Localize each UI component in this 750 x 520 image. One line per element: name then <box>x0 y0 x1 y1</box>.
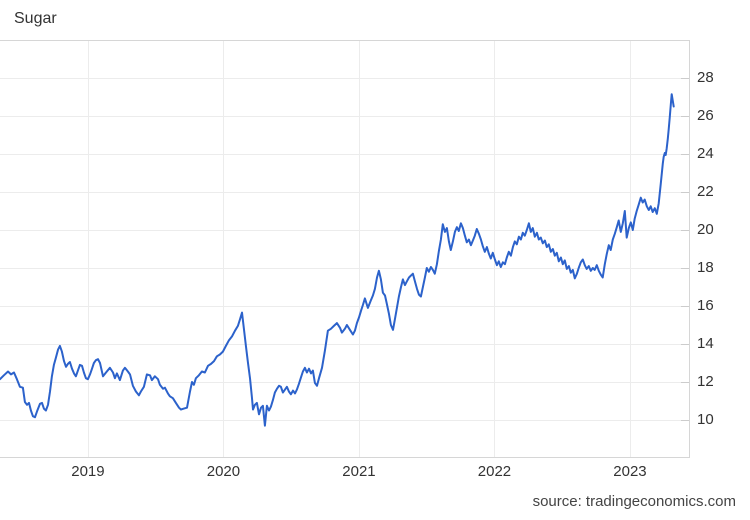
y-axis-label: 20 <box>697 221 714 238</box>
x-axis-label: 2023 <box>613 463 647 480</box>
plot-area <box>0 40 690 458</box>
x-axis-label: 2021 <box>342 463 376 480</box>
source-attribution: source: tradingeconomics.com <box>532 493 736 510</box>
y-axis-label: 18 <box>697 259 714 276</box>
y-axis-label: 14 <box>697 335 714 352</box>
y-axis-label: 12 <box>697 373 714 390</box>
y-axis-label: 26 <box>697 107 714 124</box>
price-line <box>0 93 675 427</box>
x-axis-label: 2019 <box>71 463 105 480</box>
chart-title: Sugar <box>14 10 57 27</box>
y-axis-label: 16 <box>697 297 714 314</box>
y-axis-label: 24 <box>697 145 714 162</box>
y-axis-label: 28 <box>697 69 714 86</box>
x-axis-label: 2022 <box>477 463 512 480</box>
y-axis-label: 22 <box>697 183 714 200</box>
y-axis-label: 10 <box>697 411 714 428</box>
x-axis-label: 2020 <box>206 463 241 480</box>
